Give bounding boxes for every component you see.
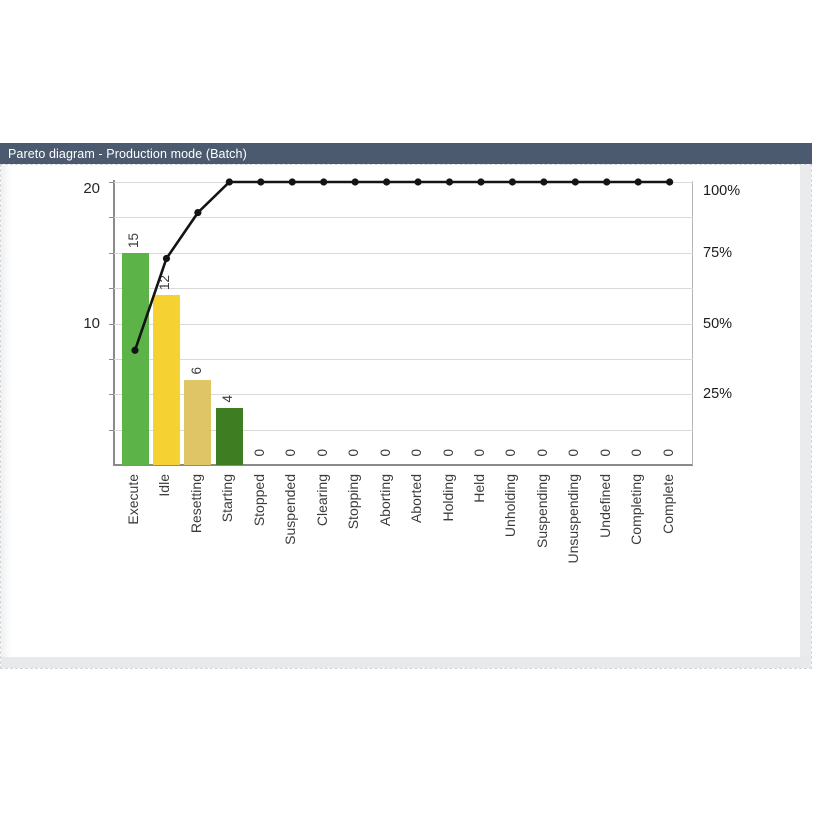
gridline xyxy=(114,359,693,360)
category-label-suspended: Suspended xyxy=(282,474,298,545)
cumulative-line-marker xyxy=(508,178,516,186)
left-gutter xyxy=(1,165,11,657)
cumulative-line-marker xyxy=(634,178,642,186)
category-label-undefined: Undefined xyxy=(597,474,613,538)
cumulative-line-marker xyxy=(131,346,139,354)
y-axis-tick-label: 20 xyxy=(83,180,100,197)
x-axis-line xyxy=(113,464,693,466)
cumulative-line-marker xyxy=(666,178,674,186)
cumulative-line-layer xyxy=(131,178,674,354)
category-label-aborting: Aborting xyxy=(377,474,393,527)
cumulative-line-marker xyxy=(477,178,485,186)
horizontal-scrollbar-track xyxy=(1,657,811,668)
plot-right-border xyxy=(692,181,693,465)
cumulative-line-marker xyxy=(320,178,328,186)
y-axis-tick xyxy=(109,324,114,325)
cumulative-line-marker xyxy=(288,178,296,186)
cumulative-line-marker xyxy=(571,178,579,186)
cumulative-line-marker xyxy=(540,178,548,186)
vertical-scrollbar-track xyxy=(800,165,811,657)
y-axis-line xyxy=(113,180,115,466)
y-axis-tick xyxy=(109,253,114,254)
category-label-unholding: Unholding xyxy=(502,474,518,538)
cumulative-line-marker xyxy=(383,178,391,186)
gridline xyxy=(114,217,693,218)
category-label-held: Held xyxy=(471,474,487,503)
cumulative-line-marker xyxy=(194,208,202,217)
category-label-unsuspending: Unsuspending xyxy=(565,474,581,564)
category-label-clearing: Clearing xyxy=(314,474,330,527)
category-label-execute: Execute xyxy=(125,474,141,525)
category-label-suspending: Suspending xyxy=(534,474,550,548)
cumulative-line-marker xyxy=(162,254,171,263)
category-label-stopping: Stopping xyxy=(345,474,361,530)
percent-axis-label: 100% xyxy=(703,183,741,199)
category-label-complete: Complete xyxy=(660,474,676,534)
bar-execute xyxy=(122,253,149,465)
chart-title: Pareto diagram - Production mode (Batch) xyxy=(8,146,247,161)
category-label-completing: Completing xyxy=(628,474,644,545)
y-axis-tick xyxy=(109,430,114,431)
category-label-starting: Starting xyxy=(219,474,235,523)
y-axis-tick xyxy=(109,359,114,360)
bar-idle xyxy=(153,295,180,465)
gridline xyxy=(114,324,693,325)
cumulative-line-marker xyxy=(445,178,454,186)
bar-starting xyxy=(216,408,243,465)
y-axis-tick xyxy=(109,288,114,289)
chart-title-bar: Pareto diagram - Production mode (Batch) xyxy=(0,143,812,164)
cumulative-line xyxy=(133,180,670,351)
gridline xyxy=(114,253,693,254)
cumulative-line-marker xyxy=(351,178,359,186)
gridline xyxy=(114,394,693,395)
category-label-holding: Holding xyxy=(440,474,456,522)
gridline xyxy=(114,288,693,289)
cumulative-line-marker xyxy=(603,178,611,186)
category-label-stopped: Stopped xyxy=(251,474,267,527)
cumulative-line-marker xyxy=(225,178,233,186)
cumulative-line-marker xyxy=(257,178,265,186)
y-axis-tick-label: 10 xyxy=(83,314,100,332)
plot-area: 15 12 6 4 0 0 0 0 0 0 0 0 0 0 0 0 0 0 xyxy=(114,178,693,465)
percent-axis-label: 25% xyxy=(703,386,733,403)
percent-axis-label: 50% xyxy=(703,315,733,332)
gridline xyxy=(114,430,693,431)
y-axis-tick xyxy=(109,182,114,183)
y-axis-tick xyxy=(109,217,114,218)
bar-resetting xyxy=(184,380,211,465)
category-label-idle: Idle xyxy=(156,474,172,497)
percent-axis-label: 75% xyxy=(703,244,733,261)
category-label-aborted: Aborted xyxy=(408,474,424,524)
category-label-resetting: Resetting xyxy=(188,474,204,534)
y-axis-tick xyxy=(109,394,114,395)
cumulative-line-marker xyxy=(414,178,422,186)
